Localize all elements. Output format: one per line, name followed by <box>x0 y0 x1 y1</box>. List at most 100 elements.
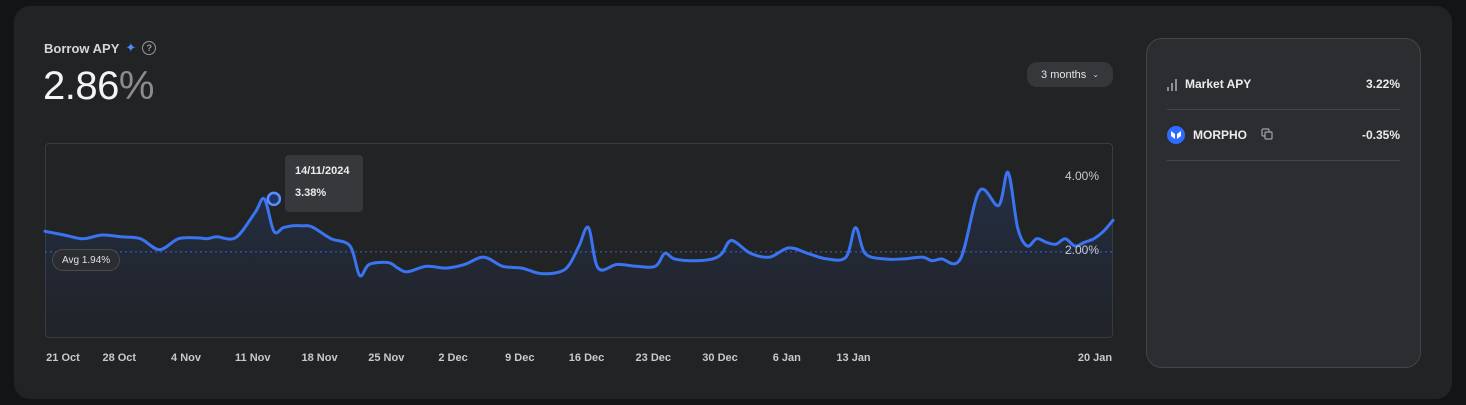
data-point[interactable] <box>234 236 238 240</box>
data-point[interactable] <box>615 262 619 266</box>
data-point[interactable] <box>272 229 276 233</box>
data-point[interactable] <box>930 259 934 263</box>
data-point[interactable] <box>1044 240 1048 244</box>
data-point[interactable] <box>558 270 562 274</box>
x-tick-label: 4 Nov <box>171 352 202 364</box>
data-point[interactable] <box>1016 226 1020 230</box>
data-point[interactable] <box>253 211 257 215</box>
data-point[interactable] <box>768 255 772 259</box>
morpho-label: MORPHO <box>1193 128 1247 142</box>
data-point[interactable] <box>567 262 571 266</box>
data-point[interactable] <box>300 224 304 228</box>
data-point[interactable] <box>844 255 848 259</box>
data-point[interactable] <box>396 266 400 270</box>
data-point[interactable] <box>720 251 724 255</box>
data-point[interactable] <box>1006 170 1010 174</box>
data-point[interactable] <box>863 251 867 255</box>
market-apy-value: 3.22% <box>1365 77 1400 91</box>
data-point[interactable] <box>262 197 266 201</box>
chart-area-fill <box>45 172 1113 338</box>
data-point[interactable] <box>634 264 638 268</box>
data-point[interactable] <box>177 237 181 241</box>
data-point[interactable] <box>444 266 448 270</box>
data-point[interactable] <box>1092 237 1096 241</box>
data-point[interactable] <box>119 235 123 239</box>
data-point[interactable] <box>596 266 600 270</box>
data-point[interactable] <box>882 257 886 261</box>
data-point[interactable] <box>711 257 715 261</box>
data-point[interactable] <box>196 236 200 240</box>
card-title: Borrow APY ✦ ? <box>44 40 157 56</box>
data-point[interactable] <box>405 270 409 274</box>
data-point[interactable] <box>901 257 905 261</box>
data-point[interactable] <box>939 257 943 261</box>
data-point[interactable] <box>482 255 486 259</box>
data-point[interactable] <box>653 264 657 268</box>
data-point[interactable] <box>463 262 467 266</box>
x-tick-label: 9 Dec <box>505 352 535 364</box>
y-tick-label: 2.00% <box>1065 242 1100 257</box>
y-tick-label: 4.00% <box>1065 169 1100 184</box>
data-point[interactable] <box>291 224 295 228</box>
x-tick-label: 30 Dec <box>702 352 738 364</box>
data-point[interactable] <box>958 257 962 261</box>
morpho-reward-row: MORPHO -0.35% <box>1167 110 1400 161</box>
data-point[interactable] <box>424 264 428 268</box>
data-point[interactable] <box>520 266 524 270</box>
apy-breakdown-panel: Market APY 3.22% MORPHO -0.35% <box>1146 38 1421 368</box>
data-point[interactable] <box>539 272 543 276</box>
data-point[interactable] <box>310 225 314 229</box>
data-point[interactable] <box>281 226 285 230</box>
data-point[interactable] <box>81 237 85 241</box>
data-point[interactable] <box>978 189 982 193</box>
data-point[interactable] <box>730 239 734 243</box>
data-point[interactable] <box>1063 237 1067 241</box>
data-point[interactable] <box>663 251 667 255</box>
data-point[interactable] <box>854 226 858 230</box>
data-point[interactable] <box>1035 237 1039 241</box>
data-point[interactable] <box>62 233 66 237</box>
data-point[interactable] <box>386 261 390 265</box>
data-point[interactable] <box>100 233 104 237</box>
data-point[interactable] <box>138 237 142 241</box>
data-point[interactable] <box>691 259 695 263</box>
data-point[interactable] <box>920 255 924 259</box>
highlight-point[interactable] <box>266 191 282 207</box>
tooltip-date: 14/11/2024 <box>295 165 350 177</box>
x-tick-label: 23 Dec <box>635 352 672 364</box>
help-icon[interactable]: ? <box>142 41 157 55</box>
data-point[interactable] <box>672 257 676 261</box>
data-point[interactable] <box>157 248 161 252</box>
data-point[interactable] <box>501 264 505 268</box>
data-point[interactable] <box>1025 244 1029 248</box>
data-point[interactable] <box>997 204 1001 208</box>
data-point[interactable] <box>1111 218 1115 222</box>
data-point[interactable] <box>348 244 352 248</box>
data-point[interactable] <box>1054 242 1058 246</box>
data-point[interactable] <box>215 235 219 239</box>
market-apy-row: Market APY 3.22% <box>1167 59 1400 110</box>
chevron-down-icon: ⌄ <box>1092 70 1099 79</box>
data-point[interactable] <box>577 244 581 248</box>
chart-series-line <box>43 170 1115 278</box>
data-point[interactable] <box>205 237 209 241</box>
data-point[interactable] <box>358 273 362 277</box>
apy-line-chart[interactable] <box>43 143 1115 338</box>
apy-number: 2.86 <box>43 64 119 108</box>
morpho-logo-icon <box>1167 126 1185 144</box>
data-point[interactable] <box>587 226 591 230</box>
x-tick-label: 6 Jan <box>772 352 801 364</box>
average-label: Avg 1.94% <box>52 249 121 271</box>
data-point[interactable] <box>749 251 753 255</box>
data-point[interactable] <box>825 257 829 261</box>
market-apy-label: Market APY <box>1185 77 1252 91</box>
data-point[interactable] <box>1101 229 1105 233</box>
x-tick-label: 11 Nov <box>235 352 271 364</box>
period-dropdown[interactable]: 3 months ⌄ <box>1027 62 1113 87</box>
data-point[interactable] <box>806 251 810 255</box>
data-point[interactable] <box>787 246 791 250</box>
data-point[interactable] <box>329 237 333 241</box>
data-point[interactable] <box>367 262 371 266</box>
data-point[interactable] <box>43 229 47 233</box>
copy-icon[interactable] <box>1261 127 1273 143</box>
